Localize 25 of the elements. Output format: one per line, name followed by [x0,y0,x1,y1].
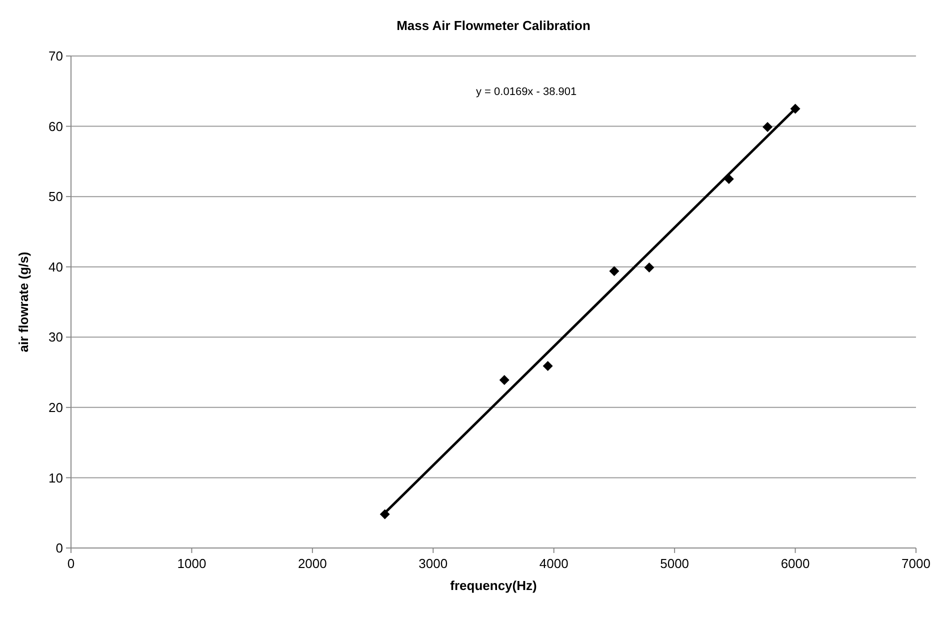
point [762,122,773,132]
x-tick-label: 2000 [298,556,327,571]
x-tick-label: 3000 [418,556,448,571]
y-tick-label: 40 [48,259,63,274]
x-axis-title: frequency(Hz) [450,578,537,593]
x-tick-label: 1000 [177,556,206,571]
x-tick-label: 5000 [660,556,690,571]
x-tick-label: 0 [67,556,75,571]
point [499,375,510,386]
x-tick-label: 4000 [539,556,568,571]
y-tick-label: 10 [48,470,63,486]
y-tick-label: 60 [48,118,63,134]
y-tick-label: 30 [48,330,63,345]
y-axis-title: air flowrate (g/s) [16,252,31,352]
y-tick-label: 50 [48,189,63,204]
y-tick-label: 20 [48,400,63,415]
point [644,262,654,273]
y-tick-label: 70 [48,48,63,64]
point [609,266,620,276]
chart-title: Mass Air Flowmeter Calibration [396,18,590,33]
x-tick-label: 7000 [902,556,930,571]
annotation: y = 0.0169x - 38.901 [476,86,577,98]
y-tick-label: 0 [56,540,63,556]
point [542,360,553,371]
x-tick-label: 6000 [780,556,810,571]
